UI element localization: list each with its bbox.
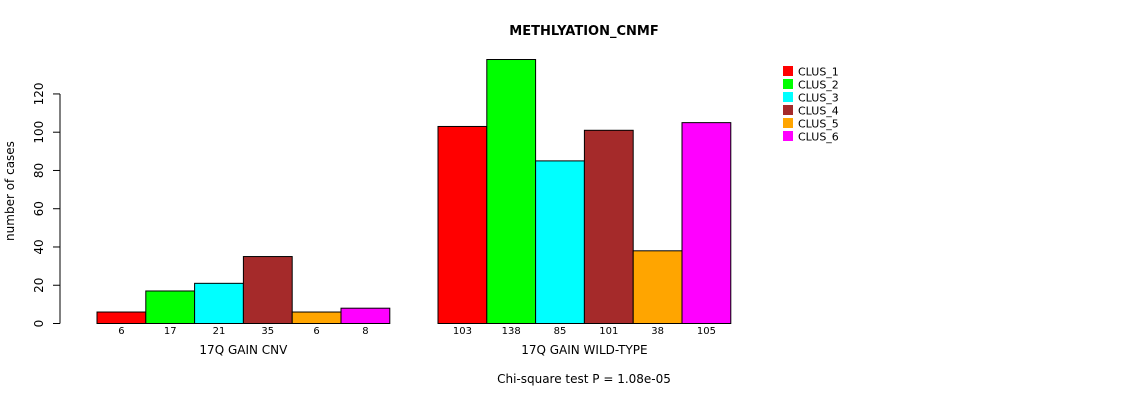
- bar-clus-3: [194, 282, 244, 324]
- bar-value-label: 6: [313, 326, 319, 337]
- bar-clus-3: [535, 160, 585, 324]
- y-tick-label: 40: [32, 239, 46, 254]
- bar-value-label: 17: [164, 326, 177, 337]
- chi-square-footnote: Chi-square test P = 1.08e-05: [497, 372, 671, 386]
- y-tick-label: 100: [32, 121, 46, 144]
- bar-clus-4: [583, 129, 634, 324]
- bar-clus-2: [486, 59, 537, 324]
- bar-value-label: 38: [651, 326, 664, 337]
- legend-label: CLUS_2: [798, 79, 839, 92]
- legend-swatch: [783, 118, 793, 128]
- legend-swatch: [783, 131, 793, 141]
- chart-title: METHLYATION_CNMF: [509, 24, 658, 39]
- legend-swatch: [783, 79, 793, 89]
- bar-value-label: 138: [502, 326, 521, 337]
- y-tick-label: 80: [32, 163, 46, 178]
- legend-label: CLUS_4: [798, 105, 839, 118]
- bar-value-labels: 6 17 21 35 6 8 103 138 85 101 38 105: [118, 326, 716, 337]
- group-labels: 17Q GAIN CNV 17Q GAIN WILD-TYPE: [199, 343, 647, 357]
- legend-swatch: [783, 66, 793, 76]
- y-tick-label: 60: [32, 201, 46, 216]
- legend-swatch: [783, 92, 793, 102]
- legend-label: CLUS_1: [798, 66, 839, 79]
- legend-label: CLUS_3: [798, 92, 839, 105]
- bar-value-label: 101: [599, 326, 618, 337]
- bar-value-label: 6: [118, 326, 124, 337]
- x-group-label: 17Q GAIN WILD-TYPE: [521, 343, 647, 357]
- bar-value-label: 103: [453, 326, 472, 337]
- bar-clus-2: [145, 290, 196, 325]
- bar-clus-6: [681, 122, 732, 325]
- bar-clus-1: [96, 311, 147, 325]
- y-tick-label: 120: [32, 82, 46, 105]
- bar-clus-5: [632, 250, 683, 324]
- y-axis: 0 20 40 60 80 100 120: [32, 82, 61, 328]
- legend-swatch: [783, 105, 793, 115]
- bar-clus-1: [437, 125, 488, 324]
- legend-label: CLUS_5: [798, 118, 839, 131]
- legend-label: CLUS_6: [798, 131, 839, 144]
- bar-value-label: 35: [261, 326, 274, 337]
- y-tick-label: 20: [32, 278, 46, 293]
- bar-value-label: 105: [697, 326, 716, 337]
- bar-clus-4: [242, 256, 293, 325]
- y-axis-label: number of cases: [3, 141, 17, 241]
- bar-value-label: 8: [362, 326, 368, 337]
- bars: [96, 59, 732, 325]
- bar-clus-5: [291, 311, 342, 325]
- y-tick-label: 0: [32, 320, 46, 328]
- bar-clus-6: [340, 307, 391, 325]
- bar-value-label: 21: [213, 326, 226, 337]
- bar-value-label: 85: [554, 326, 567, 337]
- x-group-label: 17Q GAIN CNV: [199, 343, 288, 357]
